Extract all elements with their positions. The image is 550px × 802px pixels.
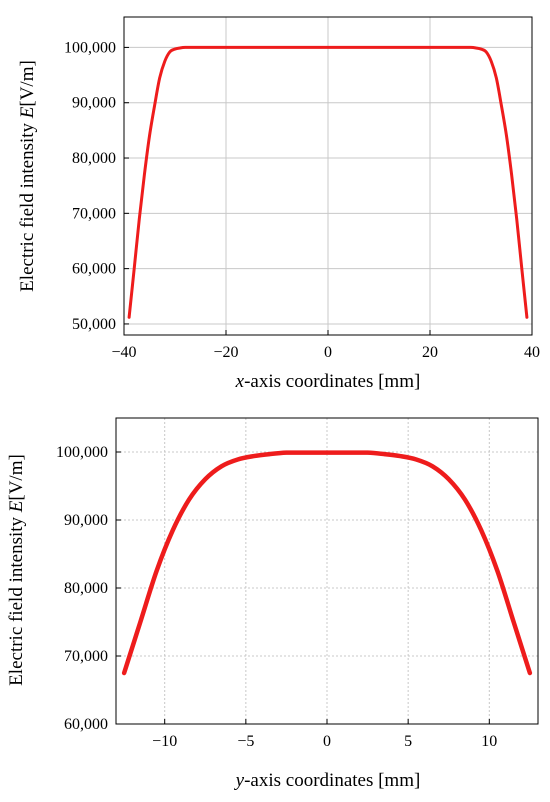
- y-tick-label: 80,000: [72, 150, 116, 167]
- data-point: [490, 60, 492, 62]
- data-point: [495, 77, 497, 79]
- data-point: [366, 452, 369, 454]
- y-tick-label: 70,000: [72, 205, 116, 222]
- data-point: [276, 46, 278, 49]
- y-tick-label: 90,000: [64, 512, 108, 529]
- data-point: [464, 499, 466, 501]
- data-point: [496, 570, 499, 572]
- data-point: [516, 218, 518, 220]
- y-tick-label: 50,000: [72, 316, 116, 333]
- data-point: [194, 46, 196, 49]
- data-point: [174, 48, 176, 50]
- data-point: [511, 174, 513, 176]
- data-point: [204, 478, 206, 480]
- y-tick-label: 100,000: [64, 39, 116, 56]
- x-ticks: −10 −5 0 5 10: [152, 719, 497, 750]
- data-point: [143, 174, 145, 176]
- y-tick-label: 60,000: [64, 716, 108, 733]
- data-point: [155, 570, 158, 572]
- data-point: [529, 672, 531, 674]
- data-point: [237, 458, 239, 461]
- y-tick-label: 100,000: [56, 444, 108, 461]
- series-points: [123, 452, 531, 674]
- data-point: [326, 452, 328, 454]
- chart-x-axis-profile: −40 −20 0 20 40 50,000 60,000 70,000 80,000 90,0…: [17, 16, 540, 392]
- x-ticks: −40 −20 0 20 40: [111, 330, 540, 361]
- data-point: [253, 455, 255, 457]
- data-point: [179, 47, 181, 49]
- data-point: [225, 46, 227, 49]
- data-point: [123, 672, 125, 674]
- data-point: [500, 104, 502, 107]
- data-point: [139, 621, 141, 623]
- data-point: [526, 316, 528, 318]
- y-tick-label: 60,000: [72, 261, 116, 278]
- grid-lines: [124, 17, 532, 335]
- x-tick-label: −20: [213, 344, 238, 361]
- data-point: [169, 51, 171, 53]
- data-point: [159, 77, 161, 79]
- y-tick-label: 90,000: [72, 95, 116, 112]
- x-tick-label: 40: [524, 344, 540, 361]
- y-axis-label: Electric field intensity E[V/m]: [17, 60, 38, 292]
- x-tick-label: −5: [237, 733, 254, 750]
- data-point: [184, 46, 186, 49]
- data-point: [138, 218, 140, 220]
- data-point: [505, 135, 508, 137]
- data-point: [220, 465, 223, 467]
- x-tick-label: 20: [422, 344, 438, 361]
- data-point: [399, 455, 401, 457]
- series-points: [128, 46, 528, 318]
- x-tick-label: 5: [404, 733, 412, 750]
- data-point: [470, 46, 472, 49]
- data-point: [164, 60, 166, 62]
- data-point: [172, 529, 174, 531]
- data-point: [148, 135, 151, 137]
- data-point: [128, 316, 130, 318]
- data-point: [383, 453, 385, 455]
- data-point: [154, 104, 156, 107]
- data-point: [448, 478, 450, 480]
- data-point: [302, 452, 304, 454]
- y-tick-label: 80,000: [64, 580, 108, 597]
- data-point: [480, 48, 482, 50]
- grid-lines: [116, 418, 538, 725]
- data-point: [521, 268, 523, 270]
- x-tick-label: 10: [481, 733, 497, 750]
- data-point: [480, 529, 482, 531]
- data-point: [188, 499, 190, 501]
- data-point: [475, 47, 477, 49]
- x-tick-label: −40: [111, 344, 136, 361]
- data-point: [269, 453, 271, 455]
- data-point: [460, 46, 462, 49]
- data-point: [350, 452, 352, 454]
- y-ticks: 50,000 60,000 70,000 80,000 90,000 100,000: [64, 39, 129, 333]
- x-axis-label: x-axis coordinates [mm]: [235, 371, 421, 392]
- y-axis-label: Electric field intensity E[V/m]: [6, 454, 27, 686]
- y-ticks: 60,000 70,000 80,000 90,000 100,000: [56, 444, 121, 733]
- x-tick-label: −10: [152, 733, 177, 750]
- data-point: [327, 46, 329, 49]
- data-point: [133, 268, 135, 270]
- data-point: [415, 458, 417, 461]
- x-tick-label: 0: [324, 344, 332, 361]
- data-point: [485, 51, 487, 53]
- chart-y-axis-profile: −10 −5 0 5 10 60,000 70,000 80,000 90,000 100,00…: [6, 417, 539, 791]
- data-point: [513, 621, 515, 623]
- data-point: [285, 452, 288, 454]
- data-point: [429, 46, 431, 49]
- data-point: [378, 46, 380, 49]
- x-axis-label: y-axis coordinates [mm]: [234, 770, 421, 791]
- y-tick-label: 70,000: [64, 648, 108, 665]
- x-tick-label: 0: [323, 733, 331, 750]
- data-point: [431, 465, 434, 467]
